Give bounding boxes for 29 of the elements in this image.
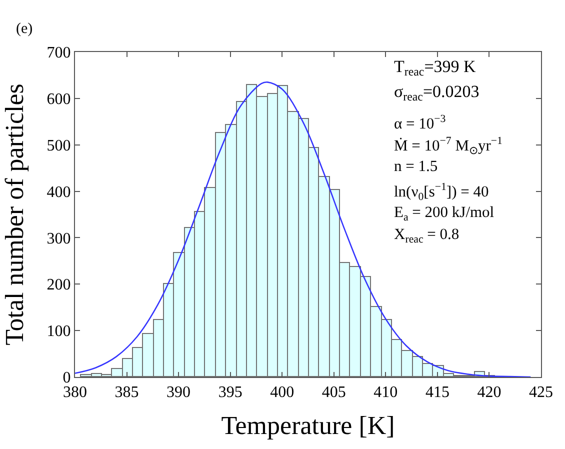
x-tick-label: 415 <box>425 384 450 402</box>
annotation: E$_{a}$ = 200 kJ/mol <box>394 204 494 224</box>
y-tick-label: 200 <box>46 276 71 294</box>
y-tick-label: 300 <box>46 230 71 248</box>
y-tick-label: 400 <box>46 184 71 201</box>
x-axis-title: Temperature [K] <box>221 410 395 440</box>
x-tick-label: 425 <box>529 384 553 402</box>
annotation: α = 10$^{−3}$ <box>394 113 446 133</box>
text: (e) <box>16 21 33 37</box>
x-tick-label: 390 <box>166 384 191 402</box>
x-tick-label: 385 <box>114 384 139 402</box>
x-tick-label: 380 <box>63 384 87 402</box>
y-tick-label: 0 <box>62 370 71 387</box>
x-tick-label: 420 <box>477 384 502 402</box>
annotation: Ṁ = 10$^{−7}$ M$_{⊙}$yr$^{−1}$ <box>394 135 502 157</box>
y-axis-title: Total number of particles <box>0 84 30 346</box>
annotation: X$_{reac}$ = 0.8 <box>394 226 460 246</box>
annotation: σ$_{reac}$=0.0203 <box>394 82 480 104</box>
annotation: T$_{reac}$=399 K <box>394 57 477 79</box>
annotation: n = 1.5 <box>394 158 438 175</box>
x-tick-label: 405 <box>322 384 346 402</box>
x-tick-label: 400 <box>270 384 294 402</box>
y-tick-label: 600 <box>46 91 71 108</box>
y-tick-label: 500 <box>46 137 71 154</box>
y-tick-label: 700 <box>46 44 71 62</box>
y-tick-label: 100 <box>46 323 71 340</box>
x-tick-label: 395 <box>218 384 242 402</box>
x-tick-label: 410 <box>374 384 398 402</box>
annotation: ln(ν$_{0}$[s$^{−1}$]) = 40 <box>394 181 489 203</box>
